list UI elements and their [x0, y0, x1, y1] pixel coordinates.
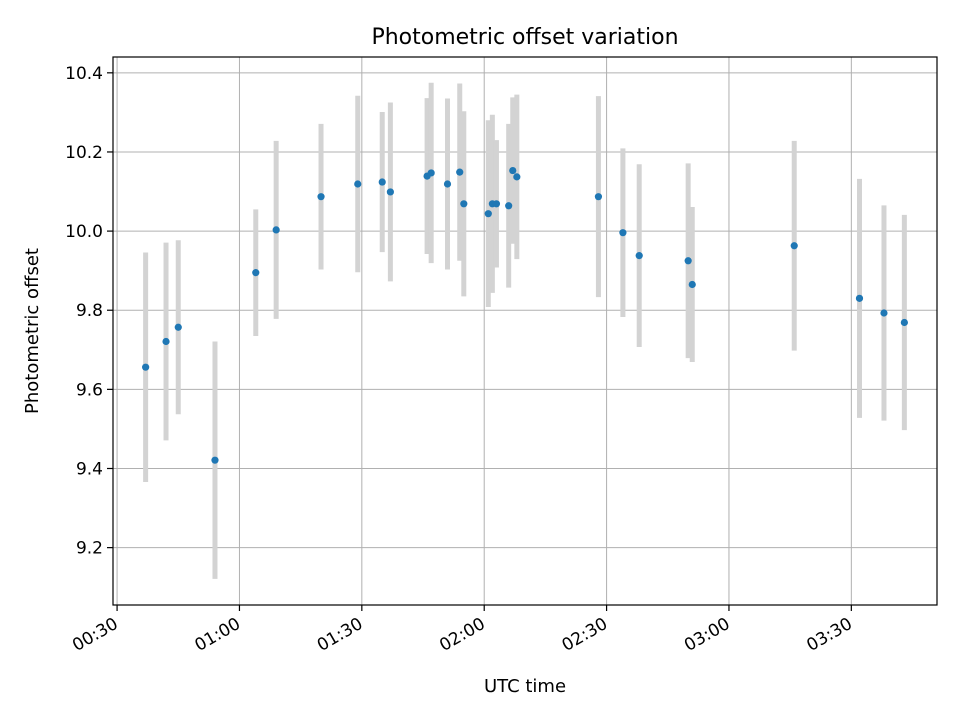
y-tick-label: 10.4: [65, 64, 103, 84]
data-point: [688, 280, 696, 289]
data-point: [386, 188, 394, 196]
data-point: [142, 363, 150, 371]
data-point: [272, 226, 280, 234]
data-point: [684, 257, 692, 265]
data-point: [427, 169, 435, 177]
y-axis-ticks: 9.2 9.4 9.6 9.8 10.0 10.2 10.4: [65, 64, 113, 559]
data-point: [211, 456, 219, 464]
data-point: [484, 210, 492, 218]
y-tick-label: 9.2: [76, 539, 103, 559]
y-tick-label: 9.6: [76, 380, 103, 400]
chart-title: Photometric offset variation: [371, 25, 678, 50]
y-tick-label: 10.2: [65, 143, 103, 163]
data-point: [635, 252, 643, 260]
data-point: [513, 173, 521, 181]
y-tick-label: 9.8: [76, 301, 103, 321]
data-point: [880, 309, 888, 317]
plot-frame: [112, 56, 938, 606]
data-point: [505, 202, 513, 210]
data-point: [619, 229, 627, 237]
data-point: [855, 294, 864, 302]
x-axis-label: UTC time: [484, 676, 566, 697]
data-point: [252, 269, 260, 277]
y-axis-label: Photometric offset: [22, 248, 43, 414]
y-tick-label: 9.4: [76, 459, 103, 479]
data-point: [509, 166, 517, 175]
data-point: [443, 180, 452, 188]
data-point: [174, 323, 182, 331]
data-point: [456, 168, 464, 176]
data-point: [317, 193, 325, 201]
data-points: [142, 166, 908, 464]
y-tick-label: 10.0: [65, 222, 103, 242]
data-point: [900, 318, 908, 327]
data-point: [378, 178, 386, 186]
data-point: [460, 200, 468, 208]
data-point: [354, 180, 362, 188]
data-point: [790, 242, 798, 250]
data-point: [492, 200, 501, 208]
data-point: [594, 193, 603, 201]
grid: [113, 57, 937, 605]
data-point: [162, 337, 170, 346]
